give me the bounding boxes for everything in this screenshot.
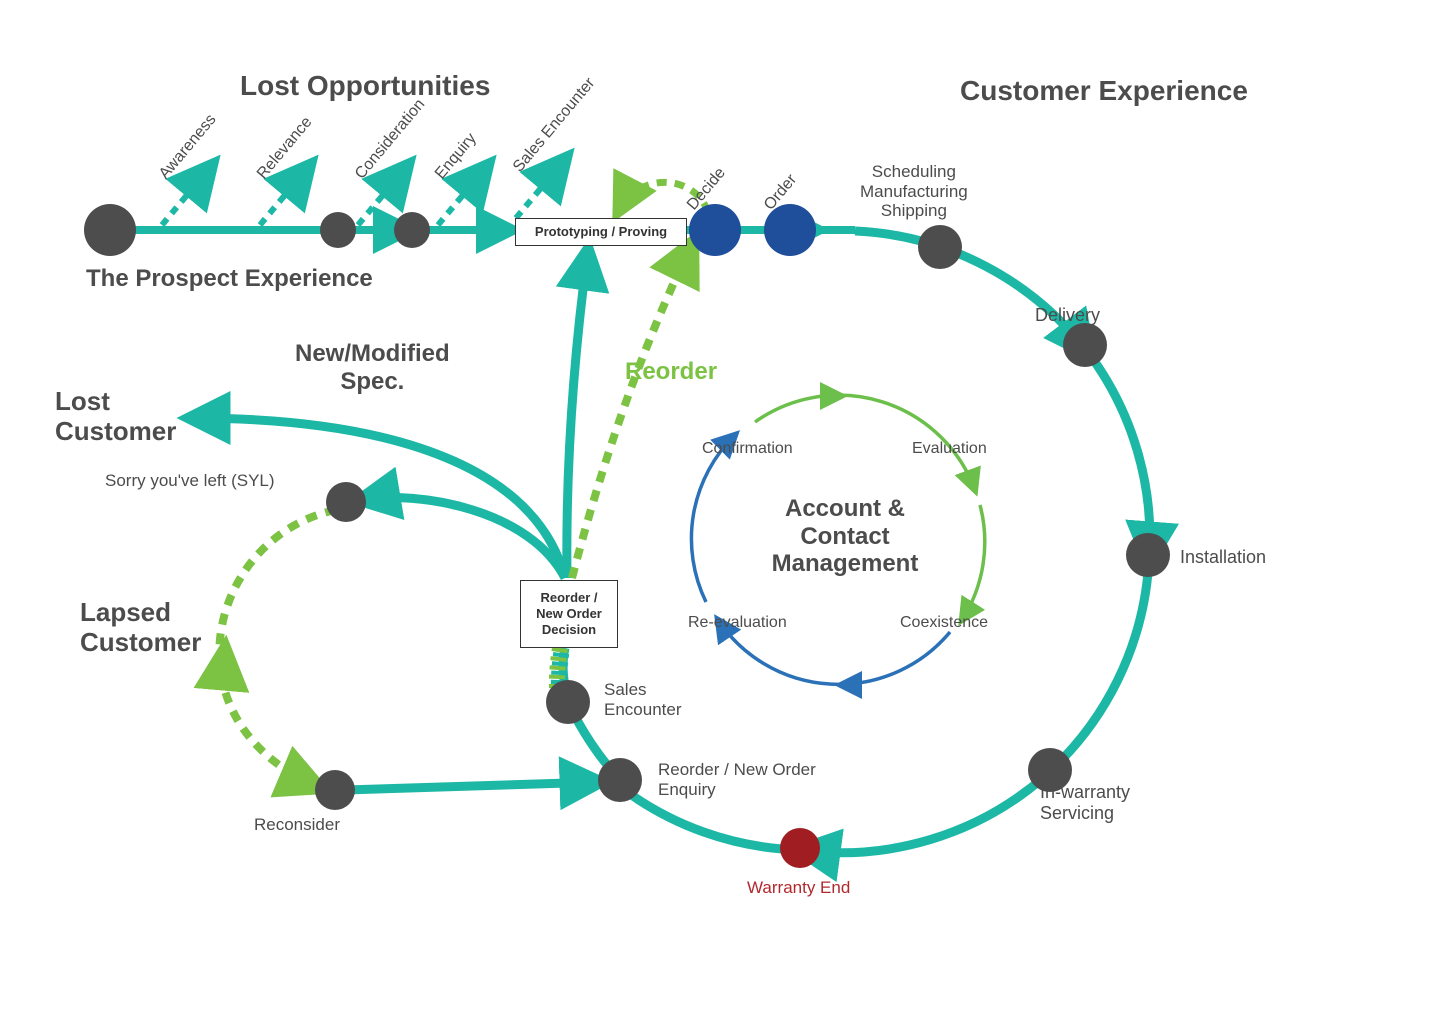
prospect-mid-node-1 <box>320 212 356 248</box>
diagram-svg <box>0 0 1434 1024</box>
lapsed-arc-midarrow <box>224 649 225 650</box>
node-reconsider <box>315 770 355 810</box>
title-prospect-experience: The Prospect Experience <box>86 265 373 293</box>
title-customer-experience: Customer Experience <box>960 75 1248 107</box>
label-syl: Sorry you've left (SYL) <box>105 471 275 491</box>
reconsider-to-enquiry <box>345 782 600 790</box>
node-delivery <box>1063 323 1107 367</box>
label-evaluation: Evaluation <box>912 440 987 458</box>
label-lapsedcustomer: Lapsed Customer <box>80 598 201 658</box>
inner-arc-green-right <box>962 505 985 620</box>
node-scheduling <box>918 225 962 269</box>
bigloop-arc-2 <box>1087 351 1150 562</box>
label-delivery: Delivery <box>1035 305 1100 326</box>
label-reorder-enquiry: Reorder / New Order Enquiry <box>658 760 816 799</box>
label-account-contact: Account & Contact Management <box>770 495 920 578</box>
label-installation: Installation <box>1180 547 1266 568</box>
node-syl <box>326 482 366 522</box>
node-warrantyend <box>780 828 820 868</box>
inner-arc-blue-left <box>691 435 735 602</box>
label-warrantyend: Warranty End <box>747 878 850 898</box>
box-reorder-decision: Reorder / New Order Decision <box>520 580 618 648</box>
box-prototyping: Prototyping / Proving <box>515 218 687 246</box>
node-reorder-enquiry <box>598 758 642 802</box>
label-coexistence: Coexistence <box>900 614 988 632</box>
prospect-start-node <box>84 204 136 256</box>
label-lostcustomer: Lost Customer <box>55 387 176 447</box>
label-confirmation: Confirmation <box>702 440 793 458</box>
bigloop-arc-4 <box>800 777 1044 853</box>
label-reorder: Reorder <box>625 358 717 386</box>
label-inwarranty: In-warranty Servicing <box>1040 782 1130 823</box>
label-sales-encounter-2: Sales Encounter <box>604 680 682 719</box>
label-scheduling: Scheduling Manufacturing Shipping <box>860 162 968 221</box>
node-installation <box>1126 533 1170 577</box>
bigloop-arc-1 <box>855 231 1089 354</box>
label-reconsider: Reconsider <box>254 815 340 835</box>
lapsed-arc <box>219 510 336 788</box>
title-lost-opportunities: Lost Opportunities <box>240 70 490 102</box>
label-newmodified: New/Modified Spec. <box>295 340 450 395</box>
diagram-stage: Lost Opportunities Customer Experience T… <box>0 0 1434 1024</box>
path-to-syl <box>360 498 565 578</box>
bigloop-arc-3 <box>1040 558 1149 780</box>
prospect-mid-node-2 <box>394 212 430 248</box>
path-reorder-green <box>572 242 693 578</box>
label-reevaluation: Re-evaluation <box>688 614 787 632</box>
node-sales-encounter-2 <box>546 680 590 724</box>
